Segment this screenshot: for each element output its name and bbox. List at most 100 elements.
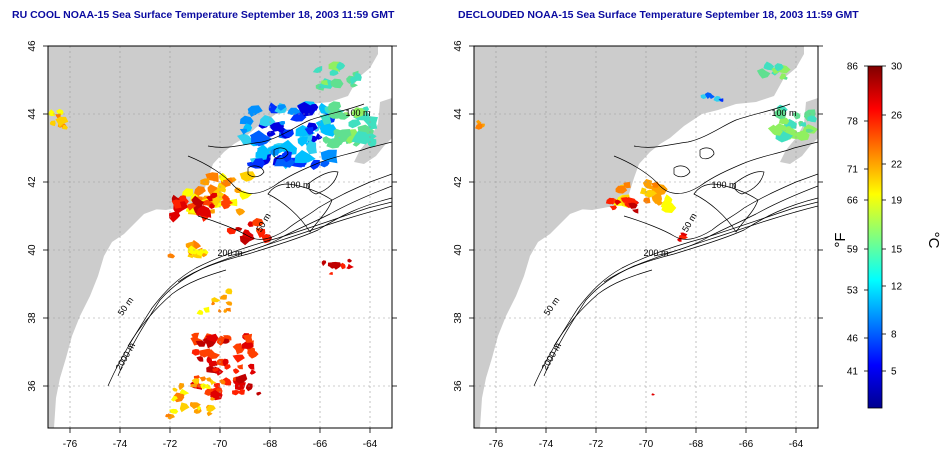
y-tick-label: 40 bbox=[453, 244, 464, 256]
fahrenheit-tick-label: 66 bbox=[847, 196, 859, 207]
sst-pixel-cluster bbox=[167, 253, 176, 259]
sst-pixel-cluster bbox=[632, 208, 639, 214]
sst-pixel-cluster bbox=[172, 387, 178, 392]
x-tick-label: -66 bbox=[313, 439, 328, 450]
land-shape bbox=[354, 98, 392, 164]
bathymetry-contour-line bbox=[603, 197, 818, 283]
sst-pixel-cluster bbox=[319, 124, 338, 137]
sst-pixel-cluster bbox=[295, 125, 312, 137]
sst-pixel-cluster bbox=[196, 205, 212, 218]
sst-pixel-cluster bbox=[621, 197, 629, 203]
bathymetry-contour-line bbox=[177, 197, 392, 283]
fahrenheit-tick-label: 59 bbox=[847, 245, 859, 256]
grid-lines bbox=[474, 46, 818, 428]
sst-pixel-cluster bbox=[202, 253, 208, 258]
sst-pixel-cluster bbox=[222, 338, 230, 344]
fahrenheit-ticks: 86 78 71 66 59 53 46 41 bbox=[847, 62, 868, 378]
sst-pixel-cluster bbox=[623, 181, 631, 189]
sst-pixel-cluster bbox=[232, 368, 240, 374]
sst-pixel-cluster bbox=[219, 379, 226, 385]
bathymetry-contour-line bbox=[673, 165, 691, 178]
sst-pixel-cluster bbox=[195, 340, 206, 347]
fahrenheit-tick-label: 71 bbox=[847, 165, 859, 176]
sst-pixel-cluster bbox=[200, 383, 210, 390]
bathymetry-contour-line bbox=[733, 171, 765, 195]
y-axis: 46 44 42 40 38 36 bbox=[453, 40, 823, 392]
sst-pixel-cluster bbox=[209, 203, 215, 209]
sst-pixel-cluster bbox=[779, 73, 786, 80]
y-axis: 46 44 42 40 38 36 bbox=[27, 40, 397, 392]
x-tick-label: -66 bbox=[739, 439, 754, 450]
x-tick-label: -68 bbox=[263, 439, 278, 450]
sst-pixel-cluster bbox=[218, 172, 227, 182]
sst-pixel-cluster bbox=[205, 377, 212, 382]
sst-pixel-cluster bbox=[774, 63, 784, 72]
sst-pixel-cluster bbox=[177, 393, 185, 398]
sst-pixel-cluster bbox=[187, 253, 193, 259]
sst-pixel-cluster bbox=[187, 245, 198, 255]
sst-pixel-cluster bbox=[353, 72, 362, 81]
sst-pixel-cluster bbox=[239, 190, 252, 200]
sst-pixel-cluster bbox=[191, 378, 200, 385]
sst-pixel-cluster bbox=[614, 199, 622, 206]
sst-pixel-cluster bbox=[327, 101, 342, 114]
sst-pixel-cluster bbox=[194, 186, 206, 197]
sst-pixel-cluster bbox=[327, 262, 338, 267]
sst-patches bbox=[48, 61, 378, 420]
sst-pixel-cluster bbox=[196, 356, 204, 362]
sst-pixel-cluster bbox=[718, 98, 724, 102]
sst-pixel-cluster bbox=[191, 349, 200, 356]
sst-pixel-cluster bbox=[242, 333, 253, 343]
sst-pixel-cluster bbox=[605, 197, 614, 205]
bathymetry-contour-line bbox=[247, 165, 265, 178]
sst-pixel-cluster bbox=[304, 126, 314, 135]
sst-pixel-cluster bbox=[232, 354, 245, 363]
bathymetry-contour-line bbox=[623, 173, 818, 240]
sst-pixel-cluster bbox=[366, 138, 377, 148]
sst-pixel-cluster bbox=[680, 232, 688, 237]
x-tick-label: -76 bbox=[489, 439, 504, 450]
sst-pixel-cluster bbox=[245, 383, 253, 392]
celsius-tick-label: 8 bbox=[891, 330, 897, 341]
sst-pixel-cluster bbox=[203, 306, 210, 313]
sst-pixel-cluster bbox=[224, 364, 231, 370]
fahrenheit-tick-label: 41 bbox=[847, 367, 859, 378]
sst-pixel-cluster bbox=[340, 262, 346, 270]
sst-pixel-cluster bbox=[189, 402, 201, 410]
sst-pixel-cluster bbox=[216, 358, 225, 366]
sst-pixel-cluster bbox=[211, 297, 221, 303]
fahrenheit-tick-label: 53 bbox=[847, 286, 859, 297]
x-tick-label: -74 bbox=[539, 439, 554, 450]
x-tick-label: -70 bbox=[639, 439, 654, 450]
sst-pixel-cluster bbox=[232, 343, 245, 355]
left-panel-title: RU COOL NOAA-15 Sea Surface Temperature … bbox=[12, 9, 395, 21]
y-tick-label: 42 bbox=[27, 176, 38, 188]
sst-pixel-cluster bbox=[212, 367, 219, 372]
sst-pixel-cluster bbox=[209, 209, 215, 214]
y-tick-label: 40 bbox=[27, 244, 38, 256]
sst-pixel-cluster bbox=[321, 260, 327, 267]
sst-pixel-cluster bbox=[218, 308, 222, 313]
sst-pixel-cluster bbox=[277, 104, 287, 111]
sst-pixel-cluster bbox=[252, 218, 264, 227]
sst-pixel-cluster bbox=[216, 187, 226, 193]
bathymetry-contour-line bbox=[533, 201, 818, 387]
sst-pixel-cluster bbox=[223, 177, 232, 188]
y-tick-label: 44 bbox=[27, 108, 38, 120]
sst-pixel-cluster bbox=[332, 136, 343, 145]
contour-label: 100 m bbox=[345, 108, 370, 118]
sst-pixel-cluster bbox=[321, 80, 329, 86]
sst-pixel-cluster bbox=[475, 123, 483, 130]
sst-pixel-cluster bbox=[763, 61, 774, 71]
sst-pixel-cluster bbox=[365, 133, 377, 140]
sst-pixel-cluster bbox=[247, 106, 258, 116]
land-shape bbox=[48, 46, 378, 428]
sst-pixel-cluster bbox=[704, 92, 713, 99]
sst-pixel-cluster bbox=[178, 382, 184, 391]
x-axis: -76 -74 -72 -70 -68 -66 -64 bbox=[489, 428, 804, 450]
bathymetry-contour-line bbox=[553, 269, 653, 347]
sst-pixel-cluster bbox=[347, 258, 352, 263]
sst-pixel-cluster bbox=[328, 109, 343, 119]
contour-label: 100 m bbox=[771, 108, 796, 118]
